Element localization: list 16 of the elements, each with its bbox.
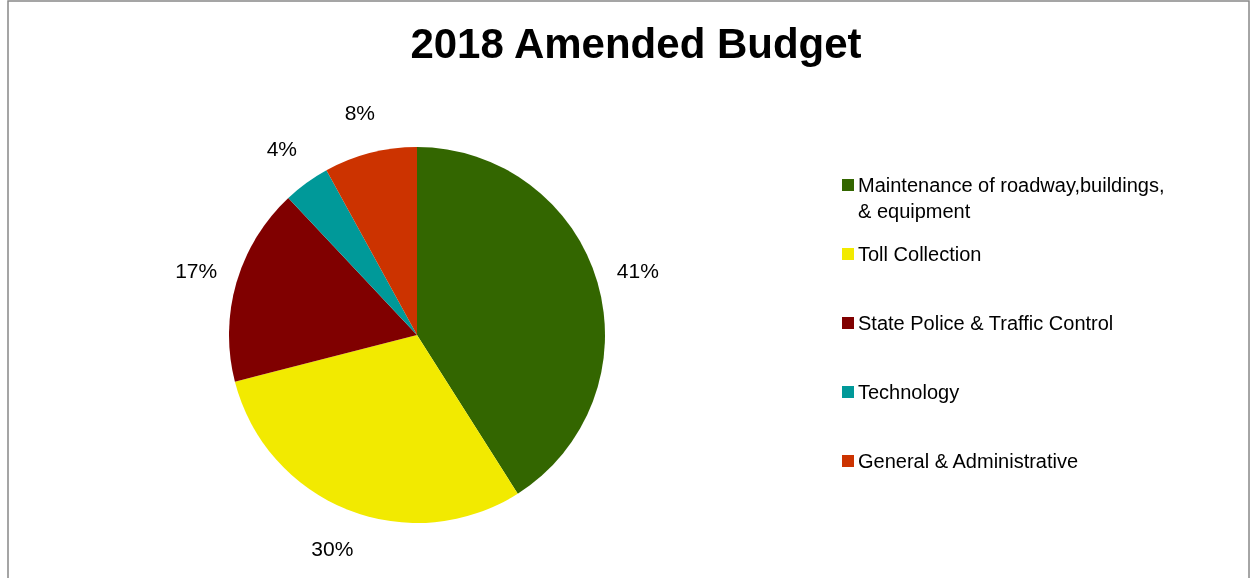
legend-label: State Police & Traffic Control	[858, 312, 1114, 334]
data-label: 8%	[344, 100, 375, 124]
legend-label: Toll Collection	[858, 243, 982, 265]
pie-slice	[229, 197, 417, 382]
data-label: 4%	[266, 137, 297, 161]
data-label: 30%	[311, 537, 354, 561]
data-label: 17%	[175, 259, 218, 283]
pie-slice	[326, 147, 417, 335]
chart-title: 2018 Amended Budget	[410, 20, 862, 67]
data-label: 41%	[616, 259, 659, 283]
pie-slice	[288, 170, 417, 335]
legend-label: General & Administrative	[858, 450, 1079, 472]
pie-slice	[417, 147, 605, 494]
pie-slice	[234, 335, 518, 523]
legend-label: Maintenance of roadway,buildings, & equipment	[858, 174, 1165, 222]
legend-label: Technology	[858, 381, 960, 403]
